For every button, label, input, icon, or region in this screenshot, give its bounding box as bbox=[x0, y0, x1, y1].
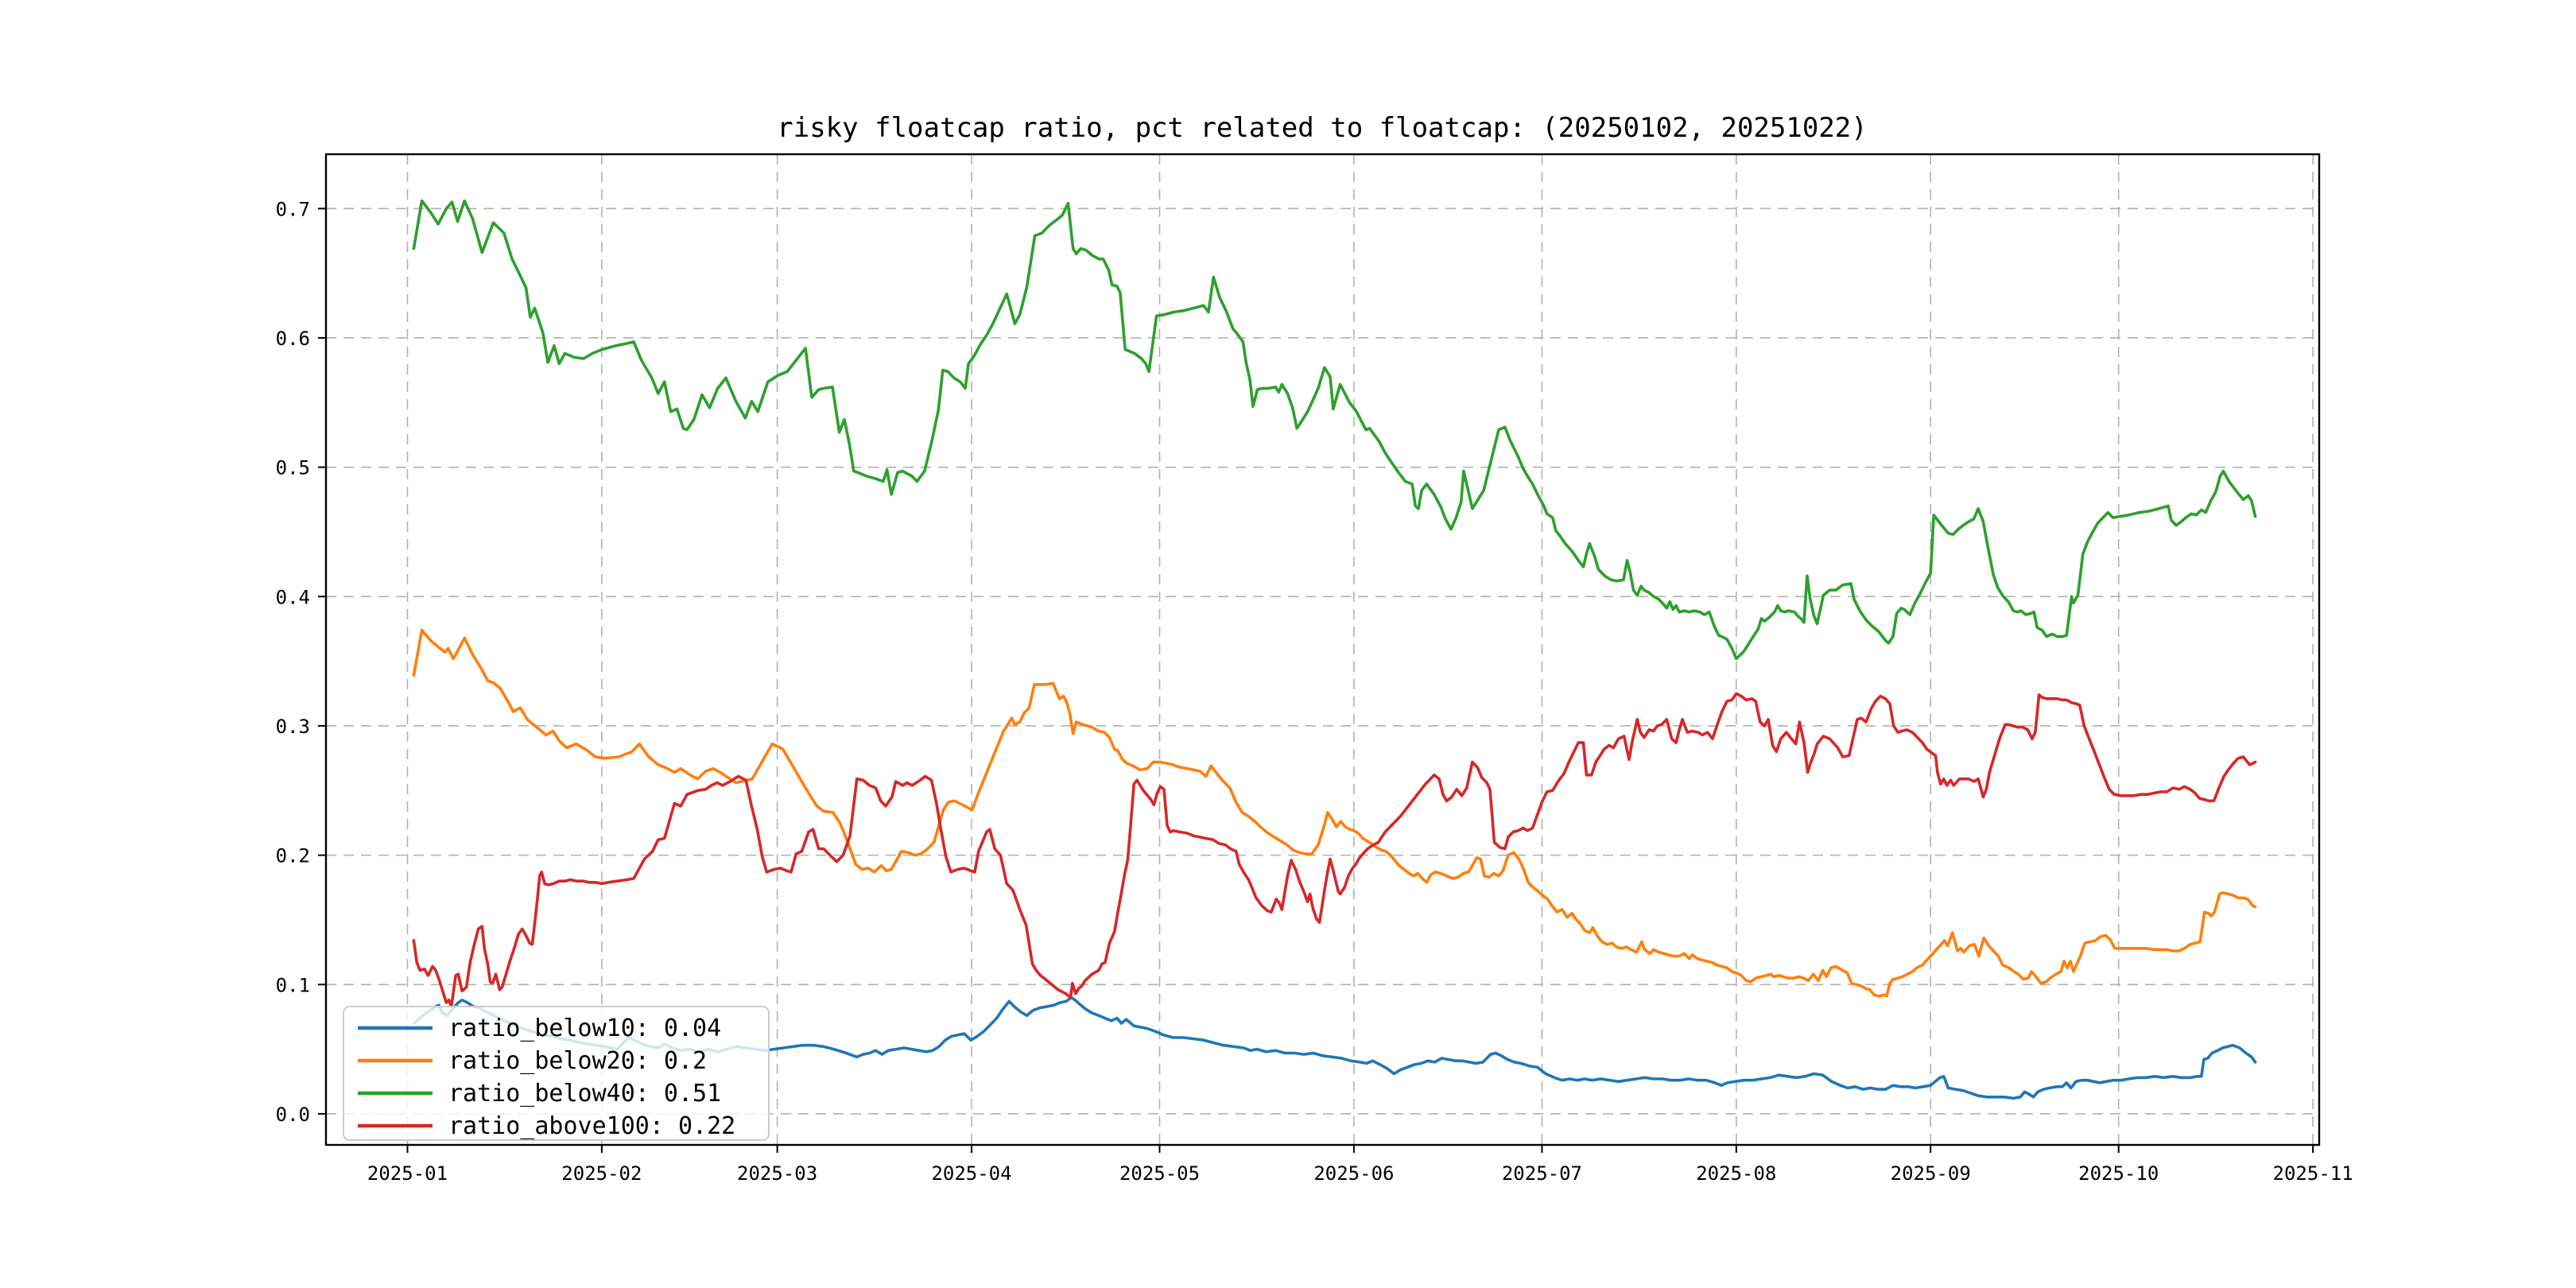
legend-box bbox=[343, 1006, 770, 1141]
series-line-ratio_below20 bbox=[412, 628, 2257, 998]
x-tick-label: 2025-11 bbox=[2273, 1162, 2353, 1185]
x-tick-label: 2025-01 bbox=[367, 1162, 448, 1185]
series-line-ratio_below40 bbox=[412, 199, 2257, 661]
x-tick-label: 2025-04 bbox=[931, 1162, 1011, 1185]
legend-label-4: ratio_above100: 0.22 bbox=[448, 1112, 735, 1140]
grid-layer bbox=[326, 154, 2319, 1145]
x-tick-label: 2025-10 bbox=[2078, 1162, 2159, 1185]
chart-title: risky floatcap ratio, pct related to flo… bbox=[777, 112, 1867, 144]
axes-layer: 2025-01 2025-02 2025-03 2025-04 2025-05 2025-… bbox=[276, 153, 2353, 1185]
x-tick-label: 2025-02 bbox=[561, 1162, 642, 1185]
y-tick-label: 0.5 bbox=[276, 457, 310, 479]
y-tick-label: 0.6 bbox=[276, 328, 310, 350]
x-tick-label: 2025-09 bbox=[1891, 1162, 1971, 1185]
y-tick-label: 0.1 bbox=[276, 974, 310, 996]
legend-label-1: ratio_below10: 0.04 bbox=[448, 1014, 721, 1042]
legend-label-2: ratio_below20: 0.2 bbox=[448, 1047, 707, 1075]
x-tick-label: 2025-05 bbox=[1119, 1162, 1200, 1185]
y-tick-label: 0.2 bbox=[276, 845, 310, 867]
series-layer bbox=[412, 199, 2257, 1100]
y-tick-label: 0.7 bbox=[276, 198, 310, 220]
y-tick-label: 0.0 bbox=[276, 1104, 310, 1126]
x-tick-label: 2025-06 bbox=[1313, 1162, 1394, 1185]
x-tick-label: 2025-08 bbox=[1696, 1162, 1776, 1185]
x-tick-label: 2025-03 bbox=[737, 1162, 817, 1185]
plot-border bbox=[324, 153, 2321, 1146]
series-line-ratio_above100 bbox=[412, 692, 2257, 1008]
legend-label-3: ratio_below40: 0.51 bbox=[448, 1080, 721, 1108]
legend: ratio_below10: 0.04 ratio_below20: 0.2 rat… bbox=[343, 1006, 770, 1141]
x-tick-label: 2025-07 bbox=[1502, 1162, 1582, 1185]
y-tick-label: 0.3 bbox=[276, 716, 310, 738]
y-tick-label: 0.4 bbox=[276, 586, 310, 608]
